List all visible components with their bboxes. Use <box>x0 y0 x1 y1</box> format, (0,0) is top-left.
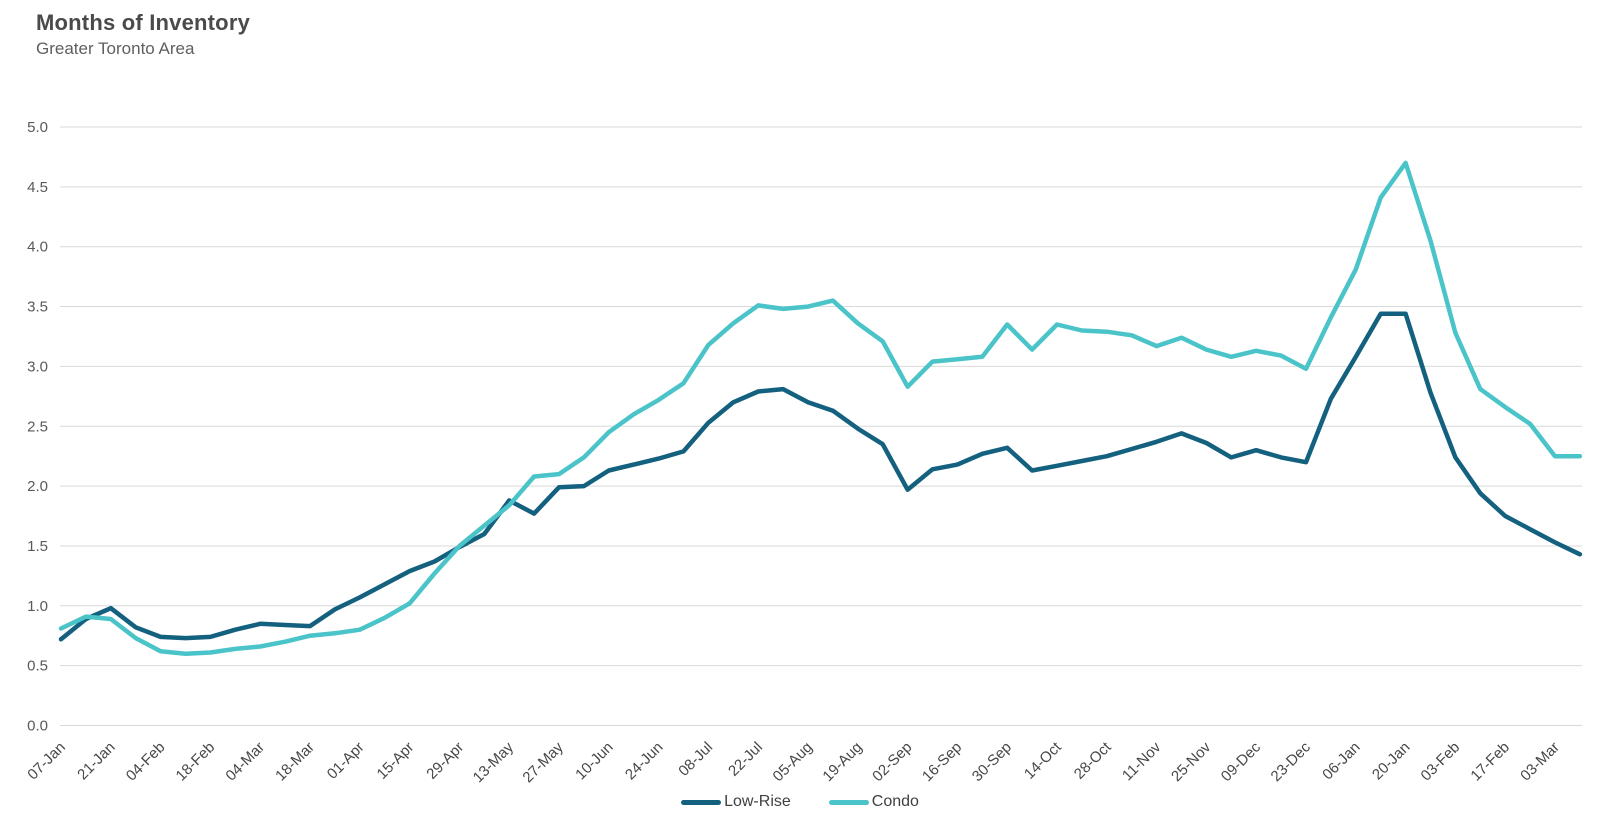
series-line-low-rise <box>58 311 1583 642</box>
legend-item-low-rise[interactable]: Low-Rise <box>681 793 791 811</box>
legend-label-condo: Condo <box>871 793 919 810</box>
x-axis-tick-label: 06-Jan <box>1319 739 1363 783</box>
x-axis-tick-label: 10-Jun <box>572 739 616 783</box>
x-axis-tick-label: 04-Mar <box>222 739 268 785</box>
legend-label-low-rise: Low-Rise <box>724 793 791 810</box>
x-axis-tick-label: 07-Jan <box>24 739 68 783</box>
chart-header: Months of Inventory Greater Toronto Area <box>36 10 250 59</box>
x-axis-tick-label: 27-May <box>519 738 567 786</box>
x-axis-tick-label: 25-Nov <box>1168 738 1215 785</box>
series-line-condo <box>58 160 1583 656</box>
x-axis-tick-label: 03-Mar <box>1517 739 1563 785</box>
x-axis-tick-label: 15-Apr <box>374 739 418 783</box>
y-axis-tick-label: 0.0 <box>27 718 48 735</box>
x-axis-tick-label: 18-Mar <box>272 739 318 785</box>
y-axis-tick-label: 0.5 <box>27 658 48 675</box>
x-axis-tick-label: 24-Jun <box>622 739 666 783</box>
legend-swatch-condo <box>828 799 869 805</box>
x-axis-tick-label: 19-Aug <box>819 739 865 785</box>
x-axis-tick-label: 04-Feb <box>123 739 169 785</box>
legend-item-condo[interactable]: Condo <box>828 793 919 811</box>
x-axis-tick-label: 02-Sep <box>869 739 915 785</box>
chart-subtitle: Greater Toronto Area <box>36 39 195 58</box>
y-axis-tick-label: 2.0 <box>27 478 48 495</box>
y-axis-tick-label: 1.0 <box>27 598 48 615</box>
x-axis-tick-label: 01-Apr <box>324 739 368 783</box>
y-axis-tick-label: 4.0 <box>27 239 48 256</box>
legend: Low-Rise Condo <box>0 793 1600 811</box>
x-axis-tick-label: 13-May <box>470 738 518 786</box>
x-axis-tick-label: 11-Nov <box>1119 738 1165 784</box>
y-axis-tick-label: 5.0 <box>27 119 48 136</box>
x-axis-tick-label: 17-Feb <box>1467 739 1513 785</box>
y-axis-tick-label: 2.5 <box>27 418 48 435</box>
x-axis-tick-label: 08-Jul <box>675 739 716 780</box>
legend-swatch-low-rise <box>681 799 722 805</box>
y-axis-tick-label: 4.5 <box>27 179 48 196</box>
x-axis-tick-label: 05-Aug <box>770 739 816 785</box>
x-axis-tick-label: 30-Sep <box>969 739 1015 785</box>
x-axis-tick-label: 18-Feb <box>173 739 219 785</box>
x-axis-tick-label: 28-Oct <box>1071 738 1115 782</box>
x-axis-tick-label: 22-Jul <box>725 739 766 780</box>
x-axis-tick-label: 21-Jan <box>74 739 118 783</box>
x-axis-tick-label: 23-Dec <box>1268 738 1315 785</box>
x-axis-tick-label: 03-Feb <box>1418 739 1464 785</box>
y-axis-tick-label: 1.5 <box>27 538 48 555</box>
y-axis-tick-label: 3.5 <box>27 299 48 316</box>
y-axis-tick-label: 3.0 <box>27 358 48 375</box>
chart-title: Months of Inventory <box>36 10 251 35</box>
x-axis-tick-label: 29-Apr <box>423 739 467 783</box>
x-axis-tick-label: 09-Dec <box>1218 738 1265 785</box>
x-axis-tick-label: 20-Jan <box>1369 739 1413 783</box>
x-axis-tick-label: 16-Sep <box>919 739 965 785</box>
x-axis-tick-label: 14-Oct <box>1021 738 1065 782</box>
